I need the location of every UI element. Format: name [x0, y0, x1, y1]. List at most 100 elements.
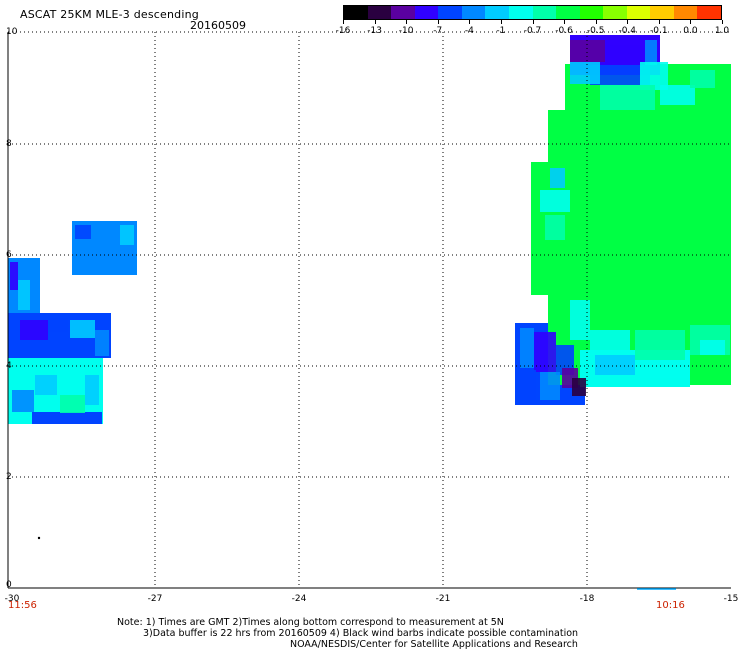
swath-cell: [95, 330, 109, 356]
color-scale-segment: [579, 6, 604, 19]
swath-cell: [55, 365, 85, 395]
color-scale-tick-label: -0.6: [555, 26, 573, 36]
lon-label-15: -15: [723, 594, 739, 604]
swath-cell: [48, 318, 68, 332]
color-scale-segment: [650, 6, 674, 19]
swath-cell: [645, 40, 657, 65]
color-scale-segment: [603, 6, 627, 19]
color-scale-tick: [595, 20, 597, 24]
lon-label-18: -18: [579, 594, 595, 604]
time-label-right: 10:16: [656, 600, 685, 611]
swath-cell: [120, 225, 134, 245]
lon-label-21: -21: [435, 594, 451, 604]
color-scale-tick: [500, 20, 502, 24]
swath-cell: [570, 300, 590, 340]
color-scale-tick: [722, 20, 723, 24]
color-scale-tick-label: -0.7: [523, 26, 542, 36]
map-date: 20160509: [190, 19, 246, 32]
lon-label-24: -24: [291, 594, 307, 604]
time-label-left: 11:56: [8, 600, 37, 611]
swath-cell: [545, 215, 565, 240]
color-scale-tick: [658, 20, 660, 24]
swath-cell: [540, 372, 560, 400]
color-scale-tick: [564, 20, 566, 24]
wind-barb-dot: [37, 536, 41, 540]
swath-cell: [534, 332, 556, 372]
color-scale-tick-label: -0.1: [650, 26, 668, 36]
color-scale-tick-label: -1: [496, 26, 506, 36]
color-scale-tick: [690, 20, 692, 24]
color-scale-tick: [406, 20, 408, 24]
color-scale-tick-label: -7: [433, 26, 443, 36]
color-scale-segment: [508, 6, 533, 19]
swath-cell: [20, 320, 48, 340]
lat-label-8: 8: [6, 139, 12, 149]
swath-cell: [572, 378, 586, 396]
lat-label-6: 6: [6, 250, 12, 260]
swath-cell: [570, 40, 605, 62]
color-scale-tick: [343, 20, 344, 24]
lon-label-30: -30: [4, 594, 20, 604]
swath-cell: [600, 85, 655, 110]
color-scale-segment: [485, 6, 509, 19]
color-scale-tick: [437, 20, 439, 24]
swath-cell: [700, 340, 725, 355]
swath-cell: [85, 375, 99, 405]
color-scale-segment: [673, 6, 698, 19]
swath-cell: [595, 355, 635, 375]
lon-label-27: -27: [147, 594, 163, 604]
color-scale-tick: [374, 20, 376, 24]
swath-cell: [590, 330, 630, 355]
swath-cell: [640, 360, 690, 378]
swath-cell: [35, 375, 57, 395]
swath-cell: [520, 370, 536, 400]
color-scale-segment: [344, 6, 368, 19]
swath-cell: [690, 70, 715, 88]
note-line-3: NOAA/NESDIS/Center for Satellite Applica…: [290, 639, 578, 650]
color-scale-segment: [438, 6, 462, 19]
color-scale-tick-label: -0.5: [586, 26, 605, 36]
swath-cell: [18, 280, 30, 310]
color-scale-segment: [697, 6, 721, 19]
color-scale-segment: [391, 6, 415, 19]
swath-cell: [540, 190, 570, 212]
swath-cell: [60, 395, 85, 413]
swath-cell: [12, 390, 34, 412]
swath-cell: [570, 62, 600, 84]
color-scale-tick-label: -16: [335, 26, 351, 36]
color-scale-tick: [469, 20, 471, 24]
swath-cell: [70, 320, 95, 338]
color-scale-tick-label: 0.0: [683, 26, 698, 36]
lat-label-0: 0: [6, 580, 12, 590]
swath-cell: [10, 262, 18, 290]
swath-cell: [660, 85, 695, 105]
color-scale-tick-label: -10: [398, 26, 414, 36]
color-scale-tick-label: 1.0: [714, 26, 730, 36]
color-scale-tick: [532, 20, 534, 24]
color-scale-tick-label: -13: [367, 26, 382, 36]
color-scale-segment: [556, 6, 580, 19]
note-line-2: 3)Data buffer is 22 hrs from 20160509 4)…: [143, 628, 579, 639]
lat-label-10: 10: [6, 27, 18, 37]
color-scale-segment: [532, 6, 557, 19]
color-scale-segment: [626, 6, 651, 19]
color-scale-bar: [343, 5, 722, 20]
color-scale-segment: [461, 6, 486, 19]
color-scale-segment: [367, 6, 392, 19]
lat-label-2: 2: [6, 472, 12, 482]
color-scale-tick-label: -0.4: [618, 26, 637, 36]
color-scale-tick-label: -4: [464, 26, 474, 36]
swath-cell: [30, 340, 50, 358]
swath-cell: [556, 345, 574, 375]
swath-cell: [550, 168, 565, 188]
map-title: ASCAT 25KM MLE-3 descending: [20, 8, 199, 21]
lat-label-4: 4: [6, 361, 12, 371]
swath-cell-block: [32, 412, 102, 424]
color-scale-segment: [414, 6, 439, 19]
swath-cell: [635, 330, 685, 360]
swath-cell: [520, 328, 534, 368]
swath-cell: [590, 65, 650, 85]
swath-cell: [75, 225, 91, 239]
note-line-1: Note: 1) Times are GMT 2)Times along bot…: [117, 617, 504, 628]
